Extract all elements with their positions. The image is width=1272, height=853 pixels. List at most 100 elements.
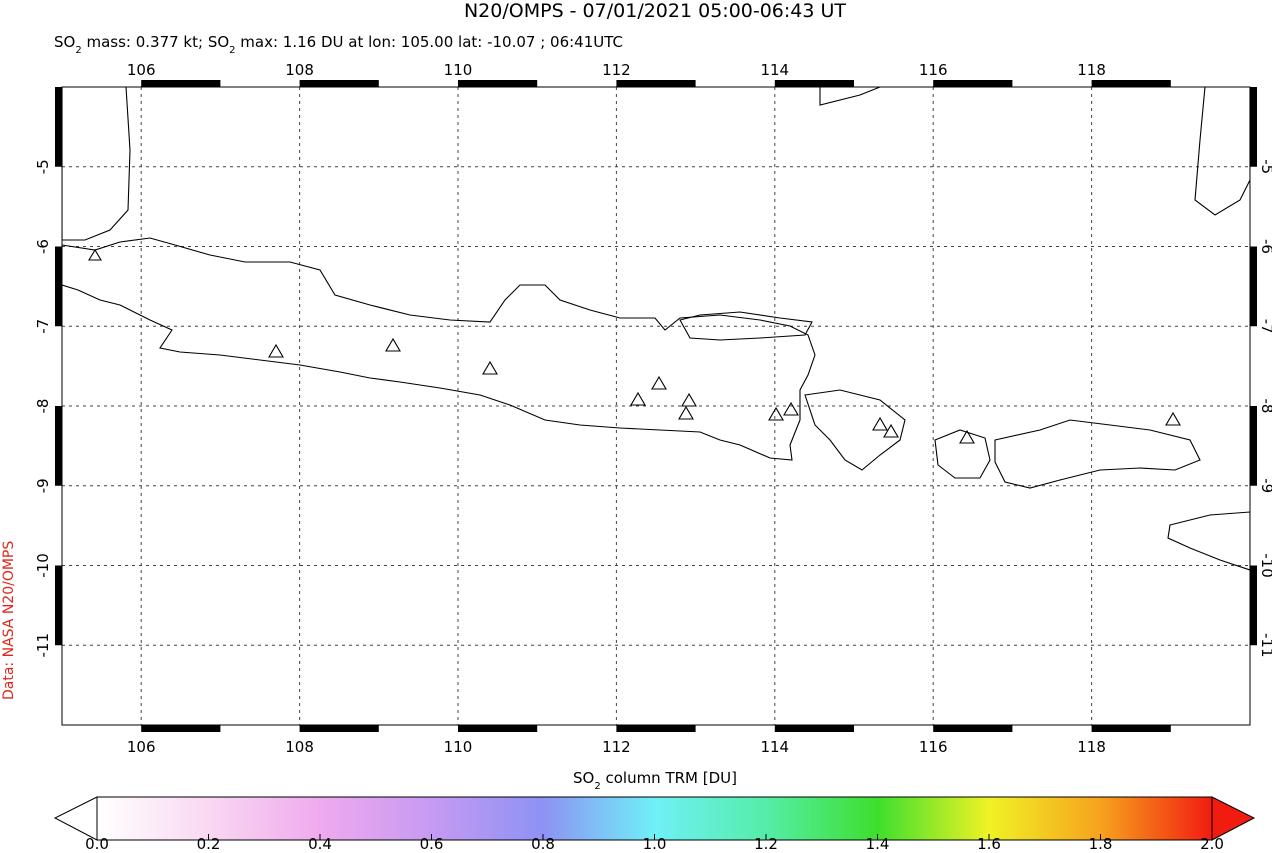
coastline-bali — [804, 389, 906, 471]
volcano-marker — [681, 392, 697, 407]
colorbar — [53, 796, 1256, 841]
volcano-marker — [768, 406, 784, 421]
colorbar-tick-label: 0.8 — [531, 835, 555, 853]
frame-band — [1250, 246, 1257, 327]
map-frame — [55, 80, 1257, 732]
x-tick-label: 116 — [919, 738, 948, 756]
subscript: 2 — [229, 45, 235, 56]
colorbar-tick-label: 2.0 — [1200, 835, 1224, 853]
volcano-marker — [1165, 411, 1181, 426]
x-tick-label: 112 — [602, 61, 631, 79]
volcanoes — [88, 248, 1181, 444]
y-tick-label: -7 — [1258, 319, 1272, 334]
y-tick-label: -10 — [34, 553, 52, 578]
y-tick-label: -5 — [34, 159, 52, 174]
y-tick-label: -6 — [34, 239, 52, 254]
frame-band — [1250, 565, 1257, 646]
y-tick-label: -5 — [1258, 159, 1272, 174]
volcano-marker — [268, 343, 284, 358]
y-tick-label: -8 — [34, 399, 52, 414]
title: N20/OMPS - 07/01/2021 05:00-06:43 UT — [464, 0, 846, 22]
frame-band — [774, 725, 854, 732]
volcano-marker — [678, 405, 694, 420]
grid — [62, 87, 1250, 725]
y-tick-label: -8 — [1258, 399, 1272, 414]
y-tick-label: -11 — [1258, 633, 1272, 658]
volcano-marker — [385, 337, 401, 352]
subscript: 2 — [75, 45, 81, 56]
coastlines — [62, 87, 1250, 571]
colorbar-tick-label: 0.0 — [85, 835, 109, 853]
coastline-lombok — [934, 429, 991, 479]
y-tick-label: -7 — [34, 319, 52, 334]
volcano-marker — [872, 416, 888, 431]
x-tick-label: 116 — [919, 61, 948, 79]
subscript: 2 — [594, 781, 600, 792]
x-tick-label: 112 — [602, 738, 631, 756]
y-tick-label: -9 — [34, 478, 52, 493]
y-tick-label: -6 — [1258, 239, 1272, 254]
frame-band — [141, 80, 221, 87]
text-part: SO — [573, 769, 594, 787]
frame-band — [55, 565, 62, 646]
colorbar-tick-label: 1.6 — [977, 835, 1001, 853]
volcano-marker — [959, 429, 975, 444]
colorbar-bar — [96, 796, 1213, 841]
volcano-marker — [883, 423, 899, 438]
frame-band — [458, 80, 538, 87]
volcano-marker — [88, 248, 102, 261]
x-tick-label: 114 — [760, 61, 789, 79]
x-tick-label: 118 — [1077, 61, 1106, 79]
frame-band — [1091, 725, 1171, 732]
frame-band — [299, 725, 379, 732]
frame-band — [458, 725, 538, 732]
frame-band — [616, 80, 696, 87]
coastline-sumbawa — [994, 419, 1201, 489]
colorbar-tick-label: 0.2 — [197, 835, 221, 853]
frame-band — [774, 80, 854, 87]
frame-band — [933, 725, 1013, 732]
volcano-marker — [482, 360, 498, 375]
volcano-marker — [630, 391, 646, 406]
y-tick-label: -9 — [1258, 478, 1272, 493]
coastline-sumatra — [62, 87, 131, 241]
colorbar-tick-label: 1.0 — [643, 835, 667, 853]
subtitle: SO2 mass: 0.377 kt; SO2 max: 1.16 DU at … — [54, 33, 623, 56]
colorbar-over — [1211, 796, 1256, 841]
text-part: SO — [54, 33, 75, 51]
credit: Data: NASA N20/OMPS — [1, 541, 17, 700]
frame-band — [55, 87, 62, 167]
frame-band — [55, 246, 62, 327]
x-tick-label: 108 — [285, 738, 314, 756]
x-tick-label: 106 — [127, 61, 156, 79]
volcano-marker — [783, 401, 799, 416]
frame-band — [933, 80, 1013, 87]
x-tick-label: 114 — [760, 738, 789, 756]
volcano-marker — [651, 375, 667, 390]
text-part: column TRM [DU] — [601, 769, 737, 787]
coastline-sulawesi — [1194, 87, 1250, 216]
frame-border — [61, 86, 1251, 726]
coastline-java — [62, 237, 816, 461]
colorbar-tick-label: 0.6 — [420, 835, 444, 853]
colorbar-tick-label: 1.2 — [754, 835, 778, 853]
colorbar-label: SO2 column TRM [DU] — [573, 769, 737, 792]
colorbar-under — [53, 796, 98, 841]
y-tick-label: -11 — [34, 633, 52, 658]
coastline-madura — [679, 311, 813, 341]
frame-band — [1091, 80, 1171, 87]
y-tick-label: -10 — [1258, 553, 1272, 578]
frame-band — [299, 80, 379, 87]
x-tick-label: 106 — [127, 738, 156, 756]
text-part: max: 1.16 DU at lon: 105.00 lat: -10.07 … — [236, 33, 623, 51]
coastline-borneo — [819, 87, 881, 106]
text-part: mass: 0.377 kt; SO — [82, 33, 229, 51]
x-tick-label: 110 — [444, 738, 473, 756]
frame-band — [55, 406, 62, 486]
x-tick-label: 110 — [444, 61, 473, 79]
frame-band — [141, 725, 221, 732]
frame-band — [1250, 406, 1257, 486]
x-tick-label: 108 — [285, 61, 314, 79]
colorbar-tick-label: 1.8 — [1089, 835, 1113, 853]
